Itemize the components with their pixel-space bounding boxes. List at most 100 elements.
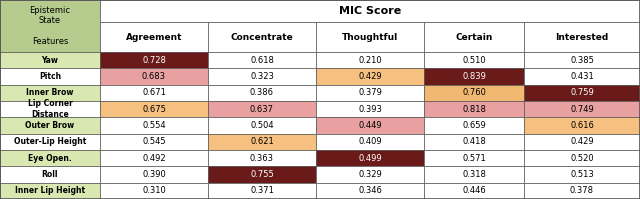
Bar bbox=[0, 0, 100, 52]
Text: 0.379: 0.379 bbox=[358, 88, 382, 97]
Bar bbox=[316, 134, 424, 150]
Text: 0.839: 0.839 bbox=[462, 72, 486, 81]
Bar bbox=[424, 166, 524, 183]
Bar bbox=[100, 117, 208, 134]
Text: 0.323: 0.323 bbox=[250, 72, 274, 81]
Text: Certain: Certain bbox=[455, 32, 493, 42]
Text: Concentrate: Concentrate bbox=[230, 32, 293, 42]
Text: Roll: Roll bbox=[42, 170, 58, 179]
Text: 0.449: 0.449 bbox=[358, 121, 382, 130]
Text: 0.571: 0.571 bbox=[462, 154, 486, 163]
Text: Epistemic
State

Features: Epistemic State Features bbox=[29, 6, 70, 46]
Text: 0.759: 0.759 bbox=[570, 88, 594, 97]
Bar bbox=[0, 166, 100, 183]
Text: 0.755: 0.755 bbox=[250, 170, 274, 179]
Text: 0.492: 0.492 bbox=[142, 154, 166, 163]
Text: Inner Lip Height: Inner Lip Height bbox=[15, 186, 85, 195]
Bar bbox=[100, 22, 208, 52]
Text: 0.329: 0.329 bbox=[358, 170, 382, 179]
Text: 0.760: 0.760 bbox=[462, 88, 486, 97]
Text: 0.675: 0.675 bbox=[142, 105, 166, 114]
Text: 0.659: 0.659 bbox=[462, 121, 486, 130]
Text: 0.504: 0.504 bbox=[250, 121, 274, 130]
Bar bbox=[0, 52, 100, 68]
Text: 0.637: 0.637 bbox=[250, 105, 274, 114]
Text: 0.210: 0.210 bbox=[358, 56, 382, 65]
Text: 0.390: 0.390 bbox=[142, 170, 166, 179]
Text: Interested: Interested bbox=[556, 32, 609, 42]
Text: Outer-Lip Height: Outer-Lip Height bbox=[14, 137, 86, 146]
Text: 0.385: 0.385 bbox=[570, 56, 594, 65]
Bar bbox=[100, 85, 208, 101]
Text: 0.429: 0.429 bbox=[570, 137, 594, 146]
Bar bbox=[208, 22, 316, 52]
Text: Pitch: Pitch bbox=[39, 72, 61, 81]
Bar bbox=[100, 134, 208, 150]
Bar bbox=[424, 150, 524, 166]
Bar bbox=[208, 134, 316, 150]
Bar bbox=[208, 117, 316, 134]
Bar bbox=[100, 166, 208, 183]
Text: 0.749: 0.749 bbox=[570, 105, 594, 114]
Text: 0.728: 0.728 bbox=[142, 56, 166, 65]
Bar bbox=[424, 101, 524, 117]
Bar bbox=[524, 183, 640, 199]
Bar bbox=[316, 117, 424, 134]
Bar bbox=[208, 101, 316, 117]
Text: 0.818: 0.818 bbox=[462, 105, 486, 114]
Bar bbox=[524, 68, 640, 85]
Text: 0.371: 0.371 bbox=[250, 186, 274, 195]
Text: 0.409: 0.409 bbox=[358, 137, 382, 146]
Bar bbox=[424, 22, 524, 52]
Bar bbox=[0, 150, 100, 166]
Bar bbox=[524, 85, 640, 101]
Bar bbox=[0, 183, 100, 199]
Text: Outer Brow: Outer Brow bbox=[26, 121, 75, 130]
Bar bbox=[100, 0, 640, 22]
Bar bbox=[0, 134, 100, 150]
Text: 0.671: 0.671 bbox=[142, 88, 166, 97]
Bar bbox=[316, 183, 424, 199]
Bar bbox=[316, 22, 424, 52]
Bar bbox=[524, 101, 640, 117]
Text: 0.346: 0.346 bbox=[358, 186, 382, 195]
Bar bbox=[524, 134, 640, 150]
Text: 0.510: 0.510 bbox=[462, 56, 486, 65]
Bar bbox=[208, 85, 316, 101]
Bar bbox=[100, 183, 208, 199]
Bar bbox=[316, 68, 424, 85]
Bar bbox=[0, 85, 100, 101]
Text: 0.446: 0.446 bbox=[462, 186, 486, 195]
Bar bbox=[208, 183, 316, 199]
Bar bbox=[524, 117, 640, 134]
Text: Yaw: Yaw bbox=[42, 56, 58, 65]
Text: 0.418: 0.418 bbox=[462, 137, 486, 146]
Text: MIC Score: MIC Score bbox=[339, 6, 401, 16]
Bar bbox=[100, 68, 208, 85]
Bar bbox=[100, 150, 208, 166]
Text: 0.513: 0.513 bbox=[570, 170, 594, 179]
Bar bbox=[424, 117, 524, 134]
Text: Lip Corner
Distance: Lip Corner Distance bbox=[28, 100, 72, 119]
Text: Thoughtful: Thoughtful bbox=[342, 32, 398, 42]
Text: 0.554: 0.554 bbox=[142, 121, 166, 130]
Text: 0.429: 0.429 bbox=[358, 72, 382, 81]
Bar bbox=[100, 101, 208, 117]
Bar bbox=[316, 52, 424, 68]
Bar bbox=[316, 150, 424, 166]
Bar bbox=[0, 68, 100, 85]
Text: 0.378: 0.378 bbox=[570, 186, 594, 195]
Bar bbox=[316, 85, 424, 101]
Text: 0.386: 0.386 bbox=[250, 88, 274, 97]
Text: Inner Brow: Inner Brow bbox=[26, 88, 74, 97]
Bar bbox=[208, 150, 316, 166]
Bar bbox=[424, 134, 524, 150]
Bar bbox=[100, 52, 208, 68]
Bar bbox=[0, 101, 100, 117]
Text: 0.621: 0.621 bbox=[250, 137, 274, 146]
Text: Eye Open.: Eye Open. bbox=[28, 154, 72, 163]
Text: 0.683: 0.683 bbox=[142, 72, 166, 81]
Bar bbox=[424, 52, 524, 68]
Bar bbox=[316, 166, 424, 183]
Bar bbox=[316, 101, 424, 117]
